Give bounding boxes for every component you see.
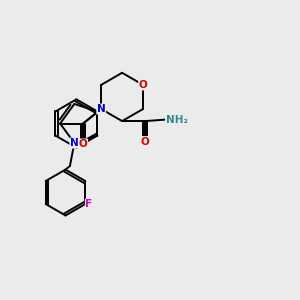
Text: N: N — [97, 104, 106, 114]
Text: NH₂: NH₂ — [166, 115, 188, 124]
Text: O: O — [139, 80, 147, 90]
Text: N: N — [70, 138, 79, 148]
Text: O: O — [79, 139, 88, 149]
Text: O: O — [141, 136, 149, 147]
Text: F: F — [85, 199, 92, 209]
